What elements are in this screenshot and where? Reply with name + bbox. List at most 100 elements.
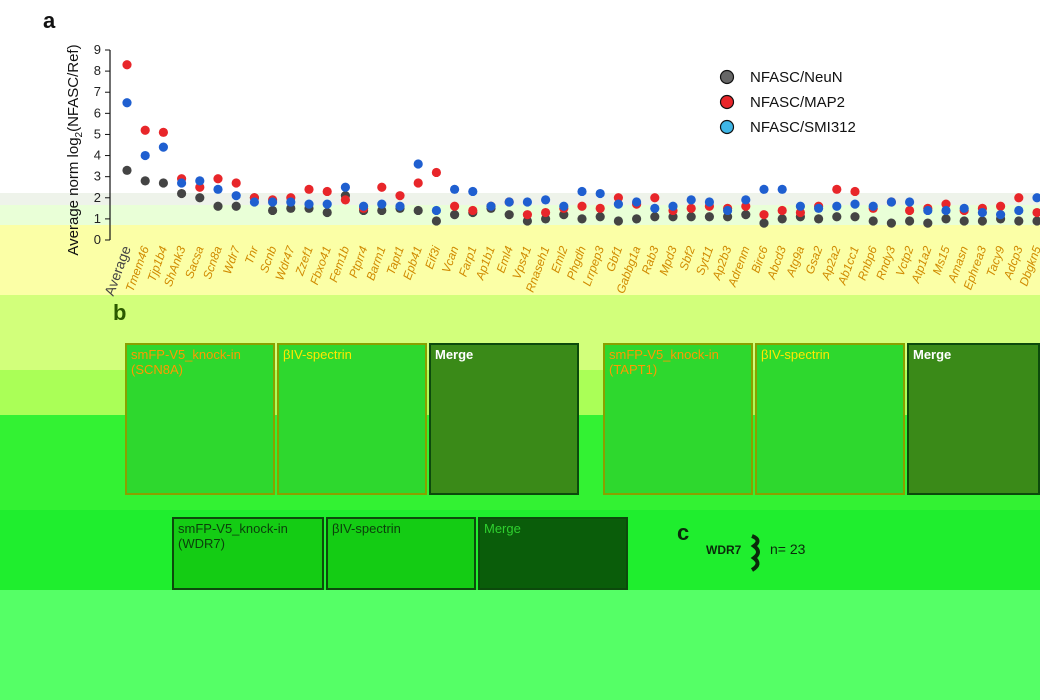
data-point — [231, 178, 241, 188]
data-point — [759, 210, 769, 220]
data-point — [486, 201, 496, 211]
data-point — [977, 207, 988, 218]
data-point — [650, 193, 660, 203]
data-point — [268, 205, 278, 216]
data-point — [322, 186, 332, 197]
x-categories: AverageTmem46Tjp1b4ShAnk3SacsaScn8aWdr7T… — [101, 243, 1040, 298]
data-point — [850, 212, 860, 222]
data-point — [905, 197, 915, 207]
data-point — [595, 212, 605, 222]
data-point — [468, 205, 478, 216]
panel-label: βIV-spectrin — [283, 347, 352, 362]
data-point — [1014, 205, 1024, 216]
data-point — [177, 178, 187, 188]
panel-label: βIV-spectrin — [332, 521, 401, 536]
data-point — [959, 203, 969, 213]
data-point — [704, 197, 715, 207]
data-point — [522, 216, 533, 226]
background-band — [0, 225, 1040, 295]
data-point — [668, 212, 678, 222]
background-band — [0, 590, 1040, 700]
data-point — [795, 201, 806, 211]
data-point — [395, 201, 405, 211]
data-point — [996, 201, 1006, 211]
data-point — [759, 218, 769, 228]
y-tick-label: 0 — [94, 232, 101, 247]
data-point — [213, 174, 223, 184]
data-point — [413, 205, 423, 216]
data-point — [905, 205, 915, 216]
data-point — [759, 184, 769, 194]
data-point — [613, 216, 624, 226]
data-point — [431, 216, 441, 226]
data-point — [286, 197, 296, 207]
data-point — [814, 203, 824, 213]
data-point — [741, 195, 751, 205]
data-point — [340, 195, 350, 205]
data-point — [941, 205, 951, 216]
panel-letter-a: a — [43, 8, 56, 33]
x-category-label: Wdr7 — [220, 243, 243, 276]
data-point — [577, 186, 587, 197]
data-point — [431, 167, 441, 178]
data-point — [522, 197, 533, 207]
data-point — [595, 203, 605, 213]
legend-marker — [719, 119, 735, 135]
image-panel-tapt1-knockin: smFP-V5_knock-in (TAPT1) — [603, 343, 753, 495]
data-point — [340, 182, 350, 192]
data-point — [468, 186, 478, 197]
data-point — [723, 212, 733, 222]
data-point — [1032, 207, 1040, 218]
image-panel-tapt1-merge: Merge — [907, 343, 1040, 495]
panel-label: Merge — [484, 521, 521, 536]
data-point — [504, 197, 514, 207]
data-point — [959, 216, 969, 226]
y-tick-label: 9 — [94, 42, 101, 57]
data-point — [213, 201, 223, 211]
data-point — [140, 176, 150, 186]
data-point — [613, 193, 624, 203]
data-point — [541, 214, 551, 224]
panel-letter-b: b — [113, 300, 127, 325]
data-point — [522, 210, 533, 220]
data-point — [450, 210, 460, 220]
y-tick-label: 6 — [94, 105, 101, 120]
data-point — [140, 150, 150, 161]
data-point — [941, 199, 951, 209]
data-point — [923, 205, 933, 216]
scatter-chart: Average norm log2(NFASC/Ref) 0123456789 … — [65, 42, 1040, 298]
data-point — [450, 201, 460, 211]
data-point — [431, 205, 441, 216]
image-panel-wdr7-merge: Merge — [478, 517, 628, 590]
panel-label: βIV-spectrin — [761, 347, 830, 362]
data-point — [886, 218, 897, 228]
y-tick-label: 8 — [94, 63, 101, 78]
legend-label: NFASC/NeuN — [750, 69, 843, 86]
data-point — [832, 212, 842, 222]
data-point — [577, 201, 587, 211]
data-point — [777, 184, 787, 194]
data-point — [704, 212, 715, 222]
legend-marker — [719, 94, 735, 110]
image-panel-scn8a-spectrin: βIV-spectrin — [277, 343, 427, 495]
y-tick-label: 1 — [94, 211, 101, 226]
x-category-label: Tnr — [242, 243, 262, 266]
y-tick-label: 2 — [94, 190, 101, 205]
data-point — [304, 184, 314, 194]
data-point — [741, 210, 751, 220]
data-point — [122, 98, 132, 108]
data-point — [668, 201, 678, 211]
y-tick-label: 7 — [94, 84, 101, 99]
data-points — [122, 60, 1040, 228]
data-point — [850, 186, 860, 197]
data-point — [322, 199, 332, 209]
y-tick-label: 3 — [94, 169, 101, 184]
data-point — [795, 207, 806, 218]
data-point — [996, 210, 1006, 220]
data-point — [213, 184, 223, 194]
data-point — [286, 203, 296, 213]
data-point — [559, 210, 569, 220]
data-point — [941, 214, 951, 224]
data-point — [304, 199, 314, 209]
data-point — [377, 182, 387, 192]
